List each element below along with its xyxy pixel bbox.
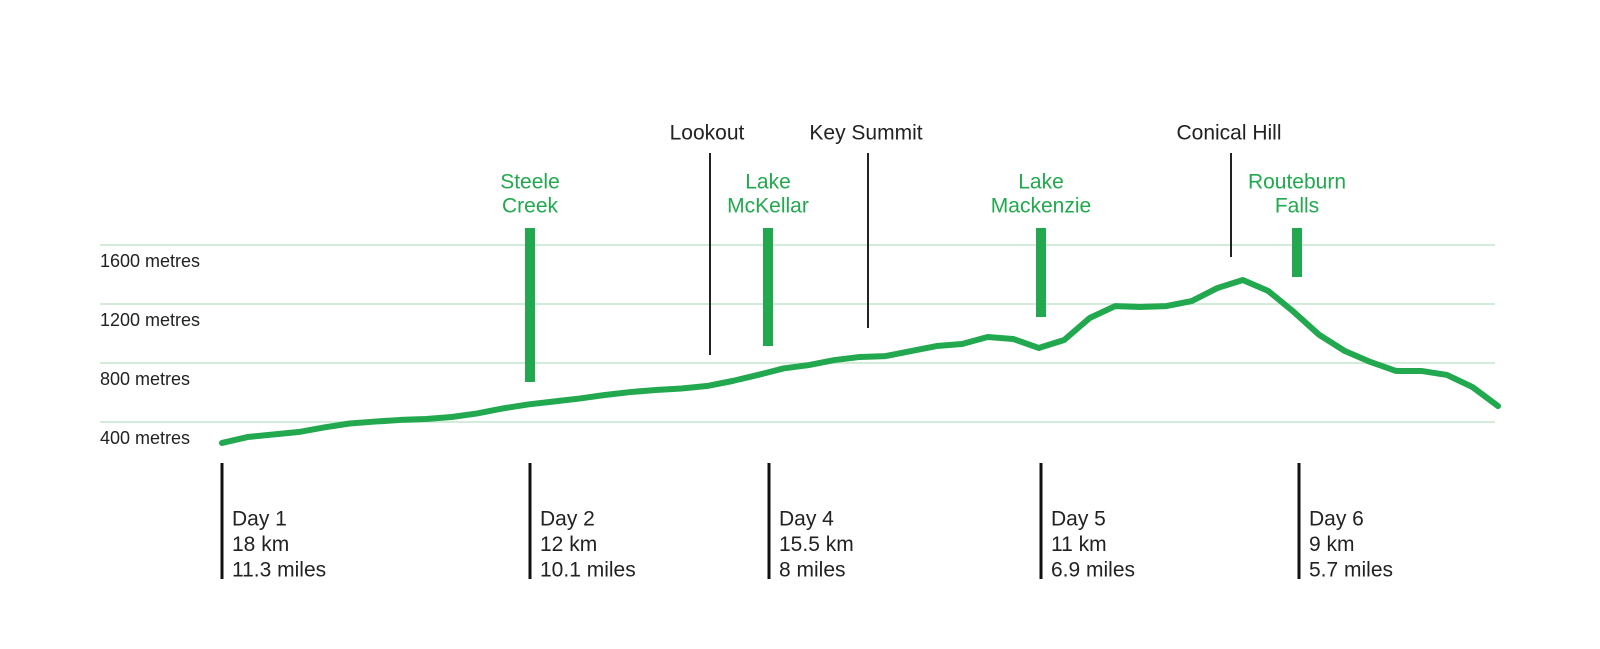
day-label: 15.5 km	[779, 533, 854, 556]
day-label: 10.1 miles	[540, 559, 636, 582]
hut-label: McKellar	[727, 195, 809, 218]
day-label: 12 km	[540, 533, 597, 556]
day-label: 5.7 miles	[1309, 559, 1393, 582]
y-tick-label: 1600 metres	[100, 251, 200, 271]
hut-label: Creek	[502, 195, 559, 218]
day-label: 9 km	[1309, 533, 1355, 556]
hut-marker	[1036, 228, 1046, 317]
day-label: Day 1	[232, 508, 287, 531]
y-tick-label: 1200 metres	[100, 310, 200, 330]
hut-label: Falls	[1275, 195, 1319, 218]
y-tick-label: 400 metres	[100, 428, 190, 448]
hut-marker	[525, 228, 535, 382]
landmark-label: Lookout	[670, 122, 745, 145]
day-label: 8 miles	[779, 559, 846, 582]
day-label: Day 2	[540, 508, 595, 531]
elevation-line	[219, 276, 1501, 446]
hut-label: Routeburn	[1248, 171, 1346, 194]
day-label: 11 km	[1051, 533, 1107, 556]
day-label: Day 6	[1309, 508, 1364, 531]
hut-label: Lake	[745, 171, 791, 194]
day-label: Day 5	[1051, 508, 1106, 531]
day-label: 18 km	[232, 533, 289, 556]
hut-marker	[1292, 228, 1302, 277]
hut-label: Mackenzie	[991, 195, 1091, 218]
day-label: 6.9 miles	[1051, 559, 1135, 582]
y-tick-label: 800 metres	[100, 369, 190, 389]
day-label: Day 4	[779, 508, 834, 531]
landmark-label: Conical Hill	[1176, 122, 1281, 145]
hut-marker	[763, 228, 773, 346]
day-label: 11.3 miles	[232, 559, 326, 582]
hut-label: Steele	[500, 171, 560, 194]
hut-label: Lake	[1018, 171, 1064, 194]
landmark-label: Key Summit	[809, 122, 922, 145]
